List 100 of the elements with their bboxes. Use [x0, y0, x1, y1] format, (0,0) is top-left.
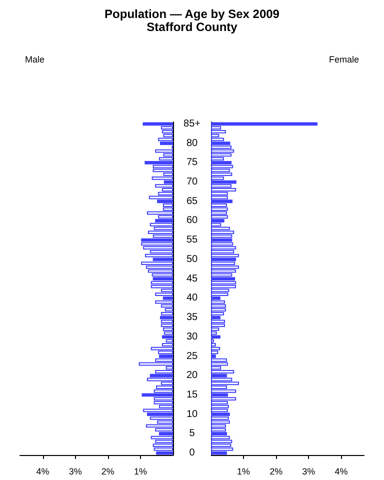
bar	[211, 277, 236, 281]
bar	[154, 401, 173, 404]
bar	[150, 416, 173, 420]
bar	[211, 370, 234, 374]
y-tick-label: 35	[186, 312, 198, 324]
x-tick-label: 4%	[36, 466, 50, 476]
bar	[141, 262, 173, 266]
bar	[160, 142, 173, 145]
bar	[211, 420, 230, 424]
bar	[155, 292, 173, 296]
bar	[211, 432, 227, 436]
bar	[154, 447, 173, 451]
x-tick-label: 4%	[334, 466, 348, 476]
bar	[211, 284, 236, 288]
bar	[211, 130, 226, 134]
y-tick-label: 10	[186, 408, 198, 420]
bar	[211, 447, 234, 451]
bar	[211, 172, 232, 176]
bar	[143, 246, 173, 250]
bar	[152, 444, 173, 448]
bar	[211, 230, 234, 234]
bar	[162, 327, 173, 331]
y-tick-label: 70	[186, 176, 198, 188]
bar	[211, 254, 239, 258]
bar	[211, 342, 216, 346]
bar	[160, 324, 173, 327]
bar	[211, 331, 217, 335]
bar	[211, 211, 227, 215]
y-tick-label: 5	[189, 428, 196, 440]
bar	[211, 207, 228, 211]
bar	[211, 269, 236, 273]
bar	[211, 320, 225, 324]
bar	[211, 145, 232, 149]
bar	[150, 284, 173, 288]
bar	[211, 408, 228, 412]
bar	[155, 440, 173, 444]
bar	[150, 374, 173, 378]
bar	[152, 273, 173, 277]
bar	[211, 362, 228, 366]
bar	[160, 312, 173, 316]
y-tick-label: 80	[186, 138, 198, 149]
bar	[211, 122, 318, 126]
bar	[211, 335, 220, 339]
bar	[164, 308, 173, 312]
bar	[146, 412, 173, 416]
bar	[158, 138, 173, 142]
bar	[211, 436, 230, 440]
bar	[160, 316, 173, 320]
bar	[211, 280, 236, 284]
bar	[211, 424, 226, 428]
x-tick-label: 2%	[270, 466, 283, 476]
bar	[211, 292, 228, 296]
bar	[155, 184, 173, 188]
x-tick-label: 1%	[134, 466, 147, 476]
y-tick-label: 55	[186, 234, 198, 246]
y-tick-label: 15	[186, 389, 198, 400]
bar	[211, 215, 228, 219]
text: Male	[25, 54, 45, 64]
bar	[142, 393, 173, 397]
bar	[211, 312, 224, 316]
bar	[211, 273, 232, 277]
bar	[160, 320, 173, 324]
x-tick-label: 3%	[302, 466, 316, 476]
y-tick-label: 85+	[184, 118, 201, 130]
x-tick-label: 1%	[237, 466, 250, 476]
chart-subtitle: Stafford County	[146, 20, 238, 34]
y-tick-label: 40	[186, 292, 198, 304]
bar	[211, 300, 225, 304]
bar	[166, 339, 173, 342]
bar	[211, 226, 230, 230]
bar	[211, 234, 232, 238]
bar	[148, 230, 173, 234]
bar	[152, 176, 173, 180]
bar	[211, 160, 232, 164]
bar	[211, 324, 225, 327]
x-tick-label: 3%	[68, 466, 82, 476]
y-tick-label: 50	[186, 254, 198, 265]
bar	[156, 451, 173, 455]
bar	[211, 382, 239, 386]
bar	[211, 440, 232, 444]
bar	[211, 404, 229, 408]
y-tick-label: 75	[186, 157, 198, 168]
bar	[211, 153, 232, 157]
bar	[211, 266, 239, 269]
bar	[148, 269, 173, 273]
bar	[144, 160, 173, 164]
bar	[150, 436, 173, 440]
bar	[211, 142, 230, 145]
y-tick-label: 60	[186, 215, 198, 226]
bar	[211, 246, 236, 250]
bar	[211, 412, 230, 416]
bar	[211, 346, 220, 350]
bar	[211, 358, 227, 362]
bar	[159, 354, 173, 358]
y-tick-label: 0	[189, 448, 196, 459]
bar	[211, 262, 236, 266]
bar	[142, 122, 173, 126]
bar	[155, 149, 173, 153]
bar	[211, 389, 236, 393]
bar	[150, 222, 173, 226]
